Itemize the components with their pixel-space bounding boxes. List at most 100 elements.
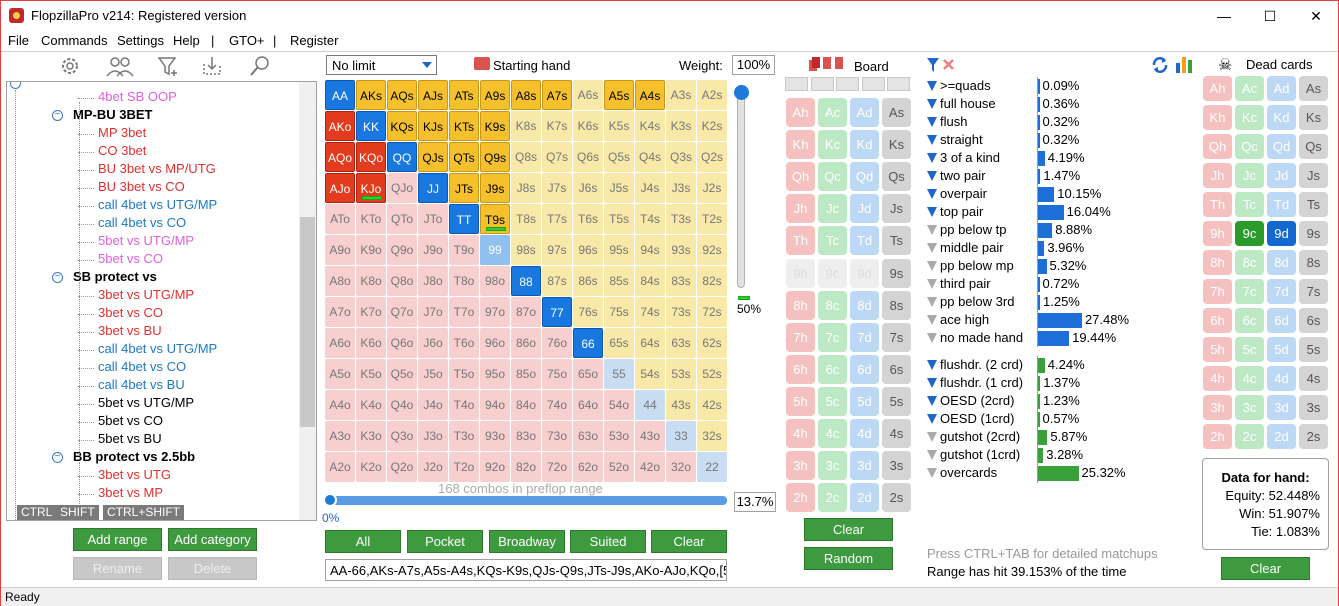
hand-cell-K8o[interactable]: K8o xyxy=(356,266,386,296)
hand-cell-K4s[interactable]: K4s xyxy=(635,111,665,141)
tree-item[interactable]: 4bet SB OOP xyxy=(98,89,177,104)
menu-help[interactable]: Help xyxy=(173,33,200,48)
hand-cell-J6o[interactable]: J6o xyxy=(418,328,448,358)
search-icon[interactable] xyxy=(247,54,273,80)
hand-cell-J6s[interactable]: J6s xyxy=(573,173,603,203)
board-slot[interactable] xyxy=(810,77,834,91)
board-card-Tc[interactable]: Tc xyxy=(818,226,847,256)
filter-icon[interactable] xyxy=(927,135,937,145)
dead-card-Ac[interactable]: Ac xyxy=(1235,76,1264,101)
tree-item[interactable]: call 4bet vs UTG/MP xyxy=(98,197,218,212)
menu-commands[interactable]: Commands xyxy=(41,33,108,48)
hand-cell-92s[interactable]: 92s xyxy=(697,235,727,265)
hand-cell-44[interactable]: 44 xyxy=(635,390,665,420)
tree-scrollbar-thumb[interactable] xyxy=(300,217,315,427)
hand-cell-66[interactable]: 66 xyxy=(573,328,603,358)
filter-icon[interactable] xyxy=(927,432,937,442)
hand-cell-K5s[interactable]: K5s xyxy=(604,111,634,141)
filter-add-icon[interactable] xyxy=(155,54,181,80)
minimize-button[interactable]: — xyxy=(1217,8,1231,24)
hand-cell-Q5s[interactable]: Q5s xyxy=(604,142,634,172)
hand-cell-72s[interactable]: 72s xyxy=(697,297,727,327)
board-card-Js[interactable]: Js xyxy=(882,194,911,224)
dead-card-4s[interactable]: 4s xyxy=(1299,366,1328,391)
filter-icon[interactable] xyxy=(927,261,937,271)
hand-cell-A6s[interactable]: A6s xyxy=(573,80,603,110)
menu-register[interactable]: Register xyxy=(290,33,339,48)
close-button[interactable]: ✕ xyxy=(1310,8,1322,24)
board-card-Kh[interactable]: Kh xyxy=(786,130,815,160)
tree-item[interactable]: call 4bet vs CO xyxy=(98,359,187,374)
hand-cell-A3s[interactable]: A3s xyxy=(666,80,696,110)
filter-icon[interactable] xyxy=(927,279,937,289)
board-card-Jh[interactable]: Jh xyxy=(786,194,815,224)
dead-card-Qd[interactable]: Qd xyxy=(1267,134,1296,159)
hand-cell-KK[interactable]: KK xyxy=(356,111,386,141)
hand-cell-52o[interactable]: 52o xyxy=(604,452,634,482)
board-card-3d[interactable]: 3d xyxy=(850,451,879,481)
hand-cell-33[interactable]: 33 xyxy=(666,421,696,451)
hand-cell-T6o[interactable]: T6o xyxy=(449,328,479,358)
hand-cell-Q7s[interactable]: Q7s xyxy=(542,142,572,172)
hand-cell-96o[interactable]: 96o xyxy=(480,328,510,358)
hand-cell-KTs[interactable]: KTs xyxy=(449,111,479,141)
hand-cell-97o[interactable]: 97o xyxy=(480,297,510,327)
dead-card-8c[interactable]: 8c xyxy=(1235,250,1264,275)
hand-cell-84o[interactable]: 84o xyxy=(511,390,541,420)
board-card-Td[interactable]: Td xyxy=(850,226,879,256)
hand-cell-82s[interactable]: 82s xyxy=(697,266,727,296)
hand-cell-65s[interactable]: 65s xyxy=(604,328,634,358)
tree-category[interactable]: MP-BU 3BET xyxy=(73,107,153,122)
board-card-2d[interactable]: 2d xyxy=(850,483,879,513)
hand-cell-93o[interactable]: 93o xyxy=(480,421,510,451)
menu-settings[interactable]: Settings xyxy=(117,33,164,48)
hand-cell-AJs[interactable]: AJs xyxy=(418,80,448,110)
board-card-5s[interactable]: 5s xyxy=(882,386,911,416)
dead-card-5c[interactable]: 5c xyxy=(1235,337,1264,362)
dead-card-Kd[interactable]: Kd xyxy=(1267,105,1296,130)
hand-cell-J7o[interactable]: J7o xyxy=(418,297,448,327)
hand-cell-73o[interactable]: 73o xyxy=(542,421,572,451)
gear-icon[interactable] xyxy=(57,54,83,80)
hand-cell-J4s[interactable]: J4s xyxy=(635,173,665,203)
tree-item[interactable]: 3bet vs BU xyxy=(98,323,162,338)
hand-cell-JTo[interactable]: JTo xyxy=(418,204,448,234)
hand-cell-T2s[interactable]: T2s xyxy=(697,204,727,234)
hand-cell-Q5o[interactable]: Q5o xyxy=(387,359,417,389)
hand-cell-A2s[interactable]: A2s xyxy=(697,80,727,110)
hand-cell-K8s[interactable]: K8s xyxy=(511,111,541,141)
filter-icon[interactable] xyxy=(927,153,937,163)
rename-button[interactable]: Rename xyxy=(73,557,162,580)
hand-cell-77[interactable]: 77 xyxy=(542,297,572,327)
dead-card-Ad[interactable]: Ad xyxy=(1267,76,1296,101)
dead-card-6c[interactable]: 6c xyxy=(1235,308,1264,333)
hand-cell-K6s[interactable]: K6s xyxy=(573,111,603,141)
dead-card-Js[interactable]: Js xyxy=(1299,163,1328,188)
add-range-button[interactable]: Add range xyxy=(73,528,162,551)
dead-card-2s[interactable]: 2s xyxy=(1299,424,1328,449)
hand-cell-ATo[interactable]: ATo xyxy=(325,204,355,234)
board-card-8c[interactable]: 8c xyxy=(818,290,847,320)
hand-cell-Q4o[interactable]: Q4o xyxy=(387,390,417,420)
board-card-2c[interactable]: 2c xyxy=(818,483,847,513)
hand-cell-A6o[interactable]: A6o xyxy=(325,328,355,358)
hand-cell-J8s[interactable]: J8s xyxy=(511,173,541,203)
board-card-5c[interactable]: 5c xyxy=(818,386,847,416)
dead-clear-button[interactable]: Clear xyxy=(1221,557,1310,580)
filter-icon[interactable] xyxy=(927,297,937,307)
dead-card-9d[interactable]: 9d xyxy=(1267,221,1296,246)
hand-cell-94o[interactable]: 94o xyxy=(480,390,510,420)
hand-cell-AKs[interactable]: AKs xyxy=(356,80,386,110)
filter-icon[interactable] xyxy=(927,315,937,325)
board-slot[interactable] xyxy=(785,77,808,91)
hand-cell-K9o[interactable]: K9o xyxy=(356,235,386,265)
tree-scrollbar[interactable] xyxy=(299,82,316,520)
hand-cell-T7s[interactable]: T7s xyxy=(542,204,572,234)
collapse-icon[interactable]: − xyxy=(10,82,21,89)
dead-card-2h[interactable]: 2h xyxy=(1203,424,1232,449)
board-card-6h[interactable]: 6h xyxy=(786,354,815,384)
hand-cell-86o[interactable]: 86o xyxy=(511,328,541,358)
hand-cell-54o[interactable]: 54o xyxy=(604,390,634,420)
hand-cell-A5s[interactable]: A5s xyxy=(604,80,634,110)
hand-cell-T6s[interactable]: T6s xyxy=(573,204,603,234)
